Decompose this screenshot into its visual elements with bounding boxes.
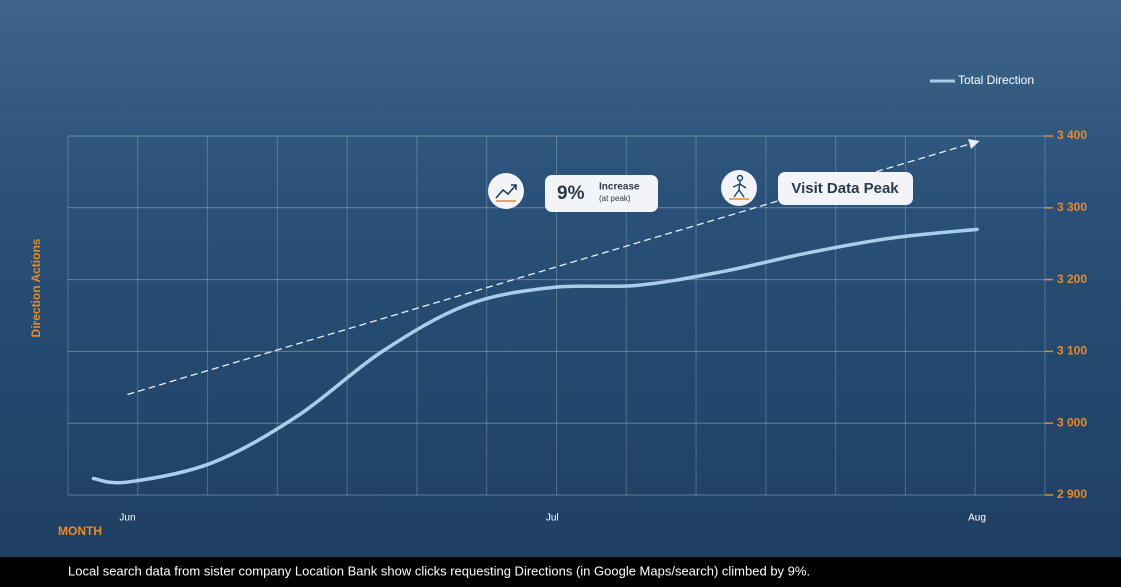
peak-icon-body [732, 180, 747, 198]
increase-annotation: 9% Increase (at peak) [488, 173, 658, 212]
x-tick-label: Aug [968, 513, 986, 524]
increase-value: 9% [557, 183, 585, 204]
peak-icon-head [736, 174, 744, 182]
peak-text: Visit Data Peak [791, 180, 899, 197]
increase-text: Increase [599, 182, 640, 193]
footer-bar [0, 557, 1121, 587]
increase-icon [488, 173, 524, 209]
y-tick-label: 3 200 [1057, 272, 1087, 286]
peak-box [778, 172, 913, 205]
legend-label: Total Direction [958, 73, 1034, 87]
increase-icon-arrow [495, 184, 517, 199]
y-tick-label: 3 400 [1057, 128, 1087, 142]
x-axis-label: MONTH [58, 524, 102, 538]
y-tick-label: 3 300 [1057, 200, 1087, 214]
plot: 2 900 3 000 3 100 3 200 3 300 3 400 Jun Jul Aug T… [68, 73, 1087, 524]
footer-text: Local search data from sister company Lo… [68, 563, 810, 578]
series-line [91, 227, 979, 485]
y-tick-label: 2 900 [1057, 487, 1087, 501]
increase-box [545, 175, 658, 212]
background [0, 0, 1121, 557]
y-tick-label: 3 000 [1057, 415, 1087, 429]
x-tick-label: Jun [119, 513, 135, 524]
y-tick-label: 3 100 [1057, 344, 1087, 358]
y-axis-label: Direction Actions [29, 238, 43, 337]
peak-annotation: Visit Data Peak [721, 170, 913, 206]
increase-note: (at peak) [599, 194, 631, 203]
x-tick-label: Jul [546, 513, 559, 524]
